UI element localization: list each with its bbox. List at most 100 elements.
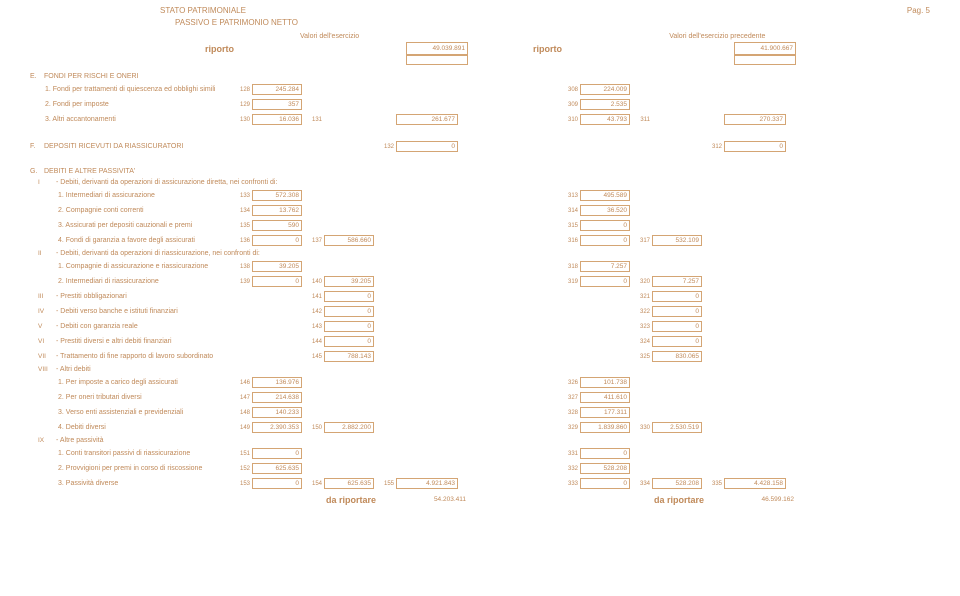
g-r2-c1: 134 bbox=[230, 208, 252, 214]
g-r18-c1: 151 bbox=[230, 451, 252, 457]
g-r7-v2: 0 bbox=[652, 291, 702, 302]
g-r1-label: 1. Intermediari di assicurazione bbox=[30, 192, 230, 199]
g-r14-v2: 411.610 bbox=[580, 392, 630, 403]
g-r20-v5: 528.208 bbox=[652, 478, 702, 489]
g-r19: 2. Provvigioni per premi in corso di ris… bbox=[30, 463, 930, 474]
g-r6-v4: 7.257 bbox=[652, 276, 702, 287]
g-r16: 4. Debiti diversi 149 2.390.353 150 2.88… bbox=[30, 422, 930, 433]
g-r6-v3: 0 bbox=[580, 276, 630, 287]
g-r20-v2: 625.635 bbox=[324, 478, 374, 489]
doc-title: STATO PATRIMONIALE bbox=[160, 6, 246, 15]
g-r6-v1: 0 bbox=[252, 276, 302, 287]
letter-f: F. bbox=[30, 143, 44, 150]
g-r13-label: 1. Per imposte a carico degli assicurati bbox=[30, 379, 230, 386]
e-r1-v2: 224.009 bbox=[580, 84, 630, 95]
g-r18-label: 1. Conti transitori passivi di riassicur… bbox=[30, 450, 230, 457]
g-r20-v1: 0 bbox=[252, 478, 302, 489]
g-r9-c2: 323 bbox=[630, 324, 652, 330]
header-row: STATO PATRIMONIALE Pag. 5 bbox=[30, 6, 930, 15]
g-r19-label: 2. Provvigioni per premi in corso di ris… bbox=[30, 465, 230, 472]
g-r3-label: 3. Assicurati per depositi cauzionali e … bbox=[30, 222, 230, 229]
g-r8-c2: 322 bbox=[630, 309, 652, 315]
g-r15: 3. Verso enti assistenziali e previdenzi… bbox=[30, 407, 930, 418]
g-r14-c2: 327 bbox=[558, 395, 580, 401]
g-r18: 1. Conti transitori passivi di riassicur… bbox=[30, 448, 930, 459]
sec-f-title: DEPOSITI RICEVUTI DA RIASSICURATORI bbox=[44, 143, 183, 150]
g-r14-c1: 147 bbox=[230, 395, 252, 401]
g-r4-c3: 316 bbox=[558, 238, 580, 244]
section-e: E. FONDI PER RISCHI E ONERI 1. Fondi per… bbox=[30, 73, 930, 125]
g-r15-c2: 328 bbox=[558, 410, 580, 416]
g-r11: VII- Trattamento di fine rapporto di lav… bbox=[30, 351, 930, 362]
riporto-label-left: riporto bbox=[30, 44, 240, 54]
g-r5-label: 1. Compagnie di assicurazione e riassicu… bbox=[30, 263, 230, 270]
g-r15-v2: 177.311 bbox=[580, 407, 630, 418]
g-r7-c2: 321 bbox=[630, 294, 652, 300]
g-r11-c1: 145 bbox=[302, 354, 324, 360]
e-r2-v1: 357 bbox=[252, 99, 302, 110]
e-r3: 3. Altri accantonamenti 130 16.036 131 2… bbox=[30, 114, 930, 125]
g-r20-label: 3. Passività diverse bbox=[30, 480, 230, 487]
g-r19-v2: 528.208 bbox=[580, 463, 630, 474]
footer-row: da riportare 54.203.411 da riportare 46.… bbox=[30, 493, 930, 506]
g-r15-v1: 140.233 bbox=[252, 407, 302, 418]
doc-subhead: PASSIVO E PATRIMONIO NETTO bbox=[175, 18, 930, 27]
g-r2-v2: 36.520 bbox=[580, 205, 630, 216]
g-r12: VIII - Altri debiti bbox=[30, 366, 930, 373]
e-r3-v3: 43.793 bbox=[580, 114, 630, 125]
g-r18-c2: 331 bbox=[558, 451, 580, 457]
g-r14-label: 2. Per oneri tributari diversi bbox=[30, 394, 230, 401]
g-r16-v1: 2.390.353 bbox=[252, 422, 302, 433]
g-r13-c2: 326 bbox=[558, 380, 580, 386]
g-r3-v1: 590 bbox=[252, 220, 302, 231]
g-r9-v2: 0 bbox=[652, 321, 702, 332]
column-labels: Valori dell'esercizio Valori dell'eserci… bbox=[30, 33, 930, 40]
g-r14: 2. Per oneri tributari diversi 147 214.6… bbox=[30, 392, 930, 403]
e-r3-v1: 16.036 bbox=[252, 114, 302, 125]
spacer-cells bbox=[30, 55, 930, 65]
letter-e: E. bbox=[30, 73, 44, 80]
roman-viii: VIII bbox=[38, 366, 56, 373]
e-r2-c2: 309 bbox=[558, 102, 580, 108]
g-r13-c1: 146 bbox=[230, 380, 252, 386]
g-r8-v1: 0 bbox=[324, 306, 374, 317]
e-r1: 1. Fondi per trattamenti di quiescenza e… bbox=[30, 84, 930, 95]
g-r20-c6: 335 bbox=[702, 481, 724, 487]
col-label-left: Valori dell'esercizio bbox=[300, 33, 359, 40]
g-r9: V- Debiti con garanzia reale 143 0 323 0 bbox=[30, 321, 930, 332]
f-c2: 312 bbox=[702, 144, 724, 150]
f-c1: 132 bbox=[374, 144, 396, 150]
e-r3-c2: 131 bbox=[302, 117, 324, 123]
g-r9-label: - Debiti con garanzia reale bbox=[56, 323, 138, 330]
g-r12-label: - Altri debiti bbox=[56, 366, 91, 373]
g-r9-c1: 143 bbox=[302, 324, 324, 330]
g-r17-label: - Altre passività bbox=[56, 437, 103, 444]
g-r19-c1: 152 bbox=[230, 466, 252, 472]
g-r6-c4: 320 bbox=[630, 279, 652, 285]
g-sub1-row: I - Debiti, derivanti da operazioni di a… bbox=[30, 179, 930, 186]
page-root: STATO PATRIMONIALE Pag. 5 PASSIVO E PATR… bbox=[0, 0, 960, 596]
g-r18-v2: 0 bbox=[580, 448, 630, 459]
g-r5-c2: 318 bbox=[558, 264, 580, 270]
g-r3-c1: 135 bbox=[230, 223, 252, 229]
roman-iii: III bbox=[38, 293, 56, 300]
riporto-label-right: riporto bbox=[468, 44, 568, 54]
g-r5-v1: 39.205 bbox=[252, 261, 302, 272]
g-r20-v4: 0 bbox=[580, 478, 630, 489]
g-r4-v1: 0 bbox=[252, 235, 302, 246]
g-r1-c1: 133 bbox=[230, 193, 252, 199]
g-r20-c1: 153 bbox=[230, 481, 252, 487]
e-r2: 2. Fondi per imposte 129 357 309 2.535 bbox=[30, 99, 930, 110]
g-r1-v2: 495.589 bbox=[580, 190, 630, 201]
col-label-right: Valori dell'esercizio precedente bbox=[669, 33, 765, 40]
section-g: G. DEBITI E ALTRE PASSIVITA' I - Debiti,… bbox=[30, 168, 930, 489]
g-r10-c1: 144 bbox=[302, 339, 324, 345]
e-r2-c1: 129 bbox=[230, 102, 252, 108]
e-r3-c4: 311 bbox=[630, 117, 652, 123]
g-r16-v4: 2.530.519 bbox=[652, 422, 702, 433]
f-v1: 0 bbox=[396, 141, 458, 152]
sec-e-title: FONDI PER RISCHI E ONERI bbox=[44, 73, 139, 80]
g-r15-label: 3. Verso enti assistenziali e previdenzi… bbox=[30, 409, 230, 416]
roman-vii: VII bbox=[38, 353, 56, 360]
g-r4-v2: 586.660 bbox=[324, 235, 374, 246]
